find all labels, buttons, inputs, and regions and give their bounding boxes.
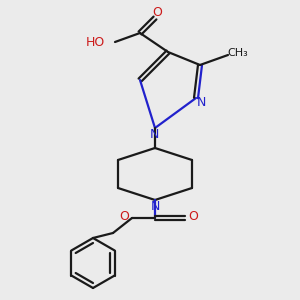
- Text: O: O: [152, 5, 162, 19]
- Text: O: O: [119, 209, 129, 223]
- Text: N: N: [149, 128, 159, 142]
- Text: HO: HO: [86, 37, 105, 50]
- Text: N: N: [196, 95, 206, 109]
- Text: O: O: [188, 211, 198, 224]
- Text: N: N: [150, 200, 160, 214]
- Text: CH₃: CH₃: [228, 48, 248, 58]
